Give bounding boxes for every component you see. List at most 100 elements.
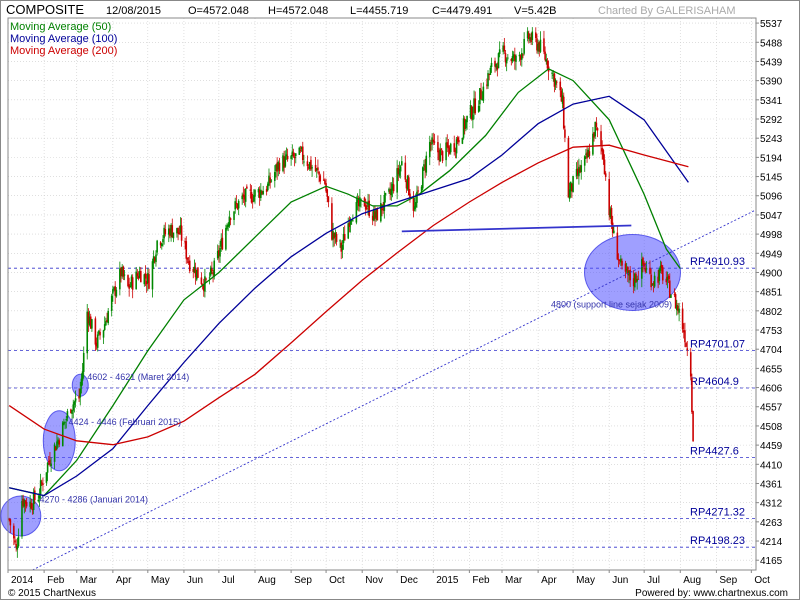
- candle-body: [160, 243, 163, 247]
- candle-body: [479, 88, 481, 105]
- candle: [373, 205, 375, 222]
- candle: [243, 188, 246, 206]
- candle-body: [308, 162, 311, 170]
- candle: [618, 259, 621, 265]
- candle: [505, 57, 508, 72]
- candle: [308, 161, 311, 172]
- candle-body: [600, 131, 602, 147]
- candle: [456, 135, 459, 145]
- candle: [187, 256, 190, 265]
- candle: [596, 127, 599, 138]
- candle-body: [559, 81, 562, 91]
- candle-body: [580, 165, 583, 173]
- y-tick-label: 4312: [760, 499, 783, 510]
- candle-body: [416, 191, 418, 203]
- candle-body: [179, 225, 182, 233]
- candle: [368, 194, 370, 219]
- candle: [250, 185, 253, 204]
- candle-body: [58, 440, 61, 445]
- candle: [534, 27, 537, 43]
- candle: [579, 164, 581, 174]
- candle-body: [307, 167, 310, 169]
- x-tick-label: Jul: [647, 575, 660, 586]
- y-tick-label: 5341: [760, 96, 783, 107]
- candle: [455, 137, 458, 159]
- candle: [512, 51, 515, 62]
- candle-body: [31, 509, 34, 511]
- candle-body: [618, 259, 621, 262]
- x-tick-label: 2014: [11, 575, 34, 586]
- candle: [218, 245, 220, 263]
- candle: [257, 187, 260, 198]
- candle: [221, 229, 224, 251]
- candle-body: [449, 143, 452, 153]
- candle-body: [72, 404, 75, 411]
- candle: [331, 197, 333, 241]
- candle: [123, 270, 126, 281]
- candle: [576, 160, 579, 180]
- candle: [163, 224, 165, 245]
- y-tick-label: 4361: [760, 479, 783, 490]
- candle: [318, 170, 320, 183]
- candle-body: [417, 190, 419, 192]
- candle: [507, 54, 509, 61]
- candle-body: [474, 98, 477, 114]
- candle-body: [339, 240, 341, 242]
- candle-body: [265, 188, 268, 192]
- candle: [326, 188, 329, 203]
- close-label: C=4479.491: [432, 5, 492, 17]
- candle: [497, 52, 500, 69]
- candle-body: [675, 305, 678, 311]
- candle-body: [552, 74, 555, 76]
- candle: [205, 277, 207, 282]
- candle: [121, 264, 123, 279]
- candle: [677, 303, 679, 315]
- candle-body: [249, 189, 252, 191]
- candle: [668, 273, 671, 299]
- candle-body: [482, 86, 485, 101]
- candle: [409, 188, 411, 203]
- candle: [462, 115, 465, 140]
- candle: [522, 53, 524, 59]
- candle: [334, 229, 337, 244]
- candle: [486, 78, 488, 90]
- candle-body: [341, 244, 344, 251]
- candle: [469, 100, 472, 120]
- candle-body: [300, 147, 303, 150]
- candle-body: [453, 143, 456, 152]
- candle: [283, 150, 285, 174]
- candle-body: [364, 205, 367, 210]
- candle: [521, 48, 523, 67]
- candle-body: [258, 189, 261, 199]
- candle: [609, 206, 612, 220]
- candle: [63, 418, 65, 426]
- candle-body: [391, 183, 394, 191]
- candle-body: [632, 278, 635, 287]
- candle-body: [406, 175, 409, 190]
- candle-body: [625, 269, 628, 271]
- candle-body: [205, 278, 207, 280]
- candle: [658, 267, 661, 285]
- legend: Moving Average (50) Moving Average (100)…: [10, 21, 117, 57]
- candle-body: [268, 175, 270, 186]
- candle: [86, 303, 89, 360]
- x-tick-label: Mar: [80, 575, 98, 586]
- candle: [637, 270, 640, 280]
- candle-body: [526, 31, 529, 39]
- candle: [298, 146, 301, 155]
- candle: [681, 302, 684, 333]
- candle-body: [229, 218, 232, 221]
- y-tick-label: 4704: [760, 345, 783, 356]
- candle: [129, 282, 132, 288]
- candle-body: [154, 257, 156, 261]
- candle: [335, 231, 338, 246]
- candle: [307, 164, 310, 170]
- y-tick-label: 4263: [760, 518, 783, 529]
- candle-body: [587, 149, 590, 158]
- candle: [164, 222, 167, 237]
- candle-body: [237, 200, 240, 209]
- candle-body: [14, 540, 16, 543]
- candle: [585, 148, 587, 159]
- candle: [616, 225, 619, 260]
